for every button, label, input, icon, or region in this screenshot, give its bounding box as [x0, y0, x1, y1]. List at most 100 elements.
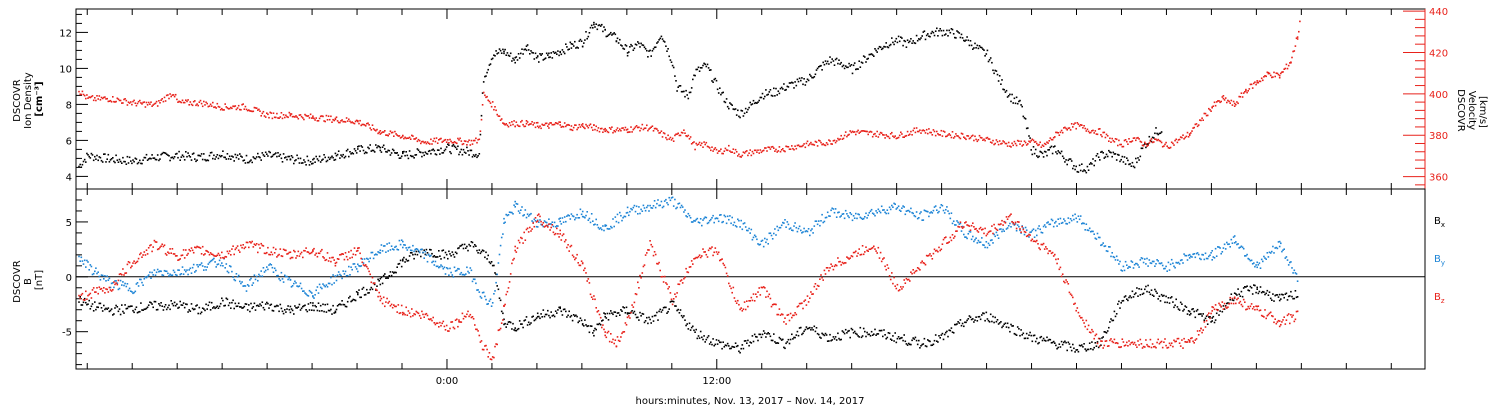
- data-point: [391, 271, 394, 273]
- data-point: [835, 339, 838, 341]
- data-point: [207, 159, 210, 162]
- data-point: [139, 99, 141, 102]
- data-point: [143, 251, 146, 253]
- data-point: [556, 227, 558, 230]
- data-point: [943, 131, 946, 133]
- data-point: [366, 288, 368, 291]
- data-point: [577, 217, 579, 219]
- data-point: [121, 102, 123, 104]
- data-point: [381, 250, 384, 252]
- data-point: [1156, 292, 1158, 294]
- data-point: [875, 49, 877, 52]
- data-point: [1006, 145, 1009, 147]
- data-point: [1095, 345, 1098, 347]
- data-point: [927, 339, 929, 341]
- data-point: [918, 38, 920, 40]
- data-point: [578, 123, 581, 126]
- data-point: [424, 151, 427, 153]
- data-point: [879, 211, 882, 214]
- data-point: [399, 137, 402, 139]
- data-point: [626, 211, 629, 214]
- data-point: [1210, 110, 1212, 112]
- data-point: [98, 286, 101, 288]
- data-point: [413, 138, 415, 140]
- data-point: [554, 225, 557, 228]
- data-point: [1041, 232, 1044, 234]
- data-point: [240, 306, 242, 308]
- data-point: [1138, 138, 1140, 140]
- data-point: [608, 127, 611, 129]
- data-point: [1097, 236, 1100, 239]
- data-point: [275, 269, 277, 272]
- data-point: [909, 211, 911, 213]
- data-point: [254, 244, 257, 246]
- data-point: [1045, 226, 1047, 228]
- data-point: [887, 332, 890, 334]
- data-point: [726, 215, 729, 218]
- data-point: [1070, 160, 1073, 162]
- data-point: [444, 138, 447, 141]
- data-point: [613, 225, 615, 228]
- data-point: [973, 47, 975, 49]
- data-point: [997, 237, 1000, 239]
- data-point: [302, 117, 304, 119]
- data-point: [244, 303, 247, 305]
- data-point: [683, 90, 685, 93]
- data-point: [628, 214, 630, 217]
- data-point: [334, 158, 337, 161]
- data-point: [852, 332, 855, 334]
- data-point: [457, 145, 459, 148]
- data-point: [581, 210, 584, 213]
- data-point: [233, 307, 235, 310]
- data-point: [258, 243, 260, 246]
- data-point: [762, 330, 765, 332]
- data-point: [1175, 298, 1177, 301]
- data-point: [450, 321, 452, 323]
- data-point: [780, 339, 783, 341]
- data-point: [712, 81, 714, 83]
- data-point: [315, 155, 317, 158]
- data-point: [596, 129, 599, 132]
- data-point: [231, 107, 233, 110]
- data-point: [406, 137, 409, 139]
- data-point: [1254, 284, 1256, 287]
- data-point: [297, 157, 300, 160]
- data-point: [221, 251, 223, 254]
- data-point: [246, 241, 249, 244]
- data-point: [1088, 132, 1091, 134]
- data-point: [311, 292, 313, 294]
- data-point: [491, 302, 494, 304]
- data-point: [928, 340, 930, 342]
- data-point: [394, 246, 396, 248]
- data-point: [224, 304, 226, 307]
- data-point: [416, 253, 419, 256]
- data-point: [530, 50, 532, 52]
- data-point: [266, 112, 268, 114]
- data-point: [429, 318, 431, 321]
- data-point: [488, 64, 491, 66]
- data-point: [386, 243, 388, 245]
- data-point: [1079, 345, 1082, 347]
- data-point: [1106, 250, 1109, 253]
- data-point: [134, 290, 137, 293]
- data-point: [438, 149, 440, 151]
- data-point: [358, 247, 360, 249]
- data-point: [1066, 129, 1068, 131]
- data-point: [1133, 166, 1136, 169]
- data-point: [500, 322, 503, 324]
- data-point: [558, 236, 560, 238]
- data-point: [91, 154, 94, 156]
- data-point: [445, 146, 448, 148]
- data-point: [449, 327, 451, 330]
- data-point: [1114, 315, 1117, 318]
- data-point: [1114, 153, 1117, 155]
- data-point: [1229, 102, 1231, 104]
- data-point: [145, 249, 148, 251]
- data-point: [916, 343, 919, 346]
- data-point: [1000, 228, 1002, 230]
- data-point: [945, 33, 947, 35]
- data-point: [699, 67, 702, 69]
- data-point: [1117, 303, 1119, 305]
- data-point: [607, 34, 610, 36]
- data-point: [226, 250, 229, 253]
